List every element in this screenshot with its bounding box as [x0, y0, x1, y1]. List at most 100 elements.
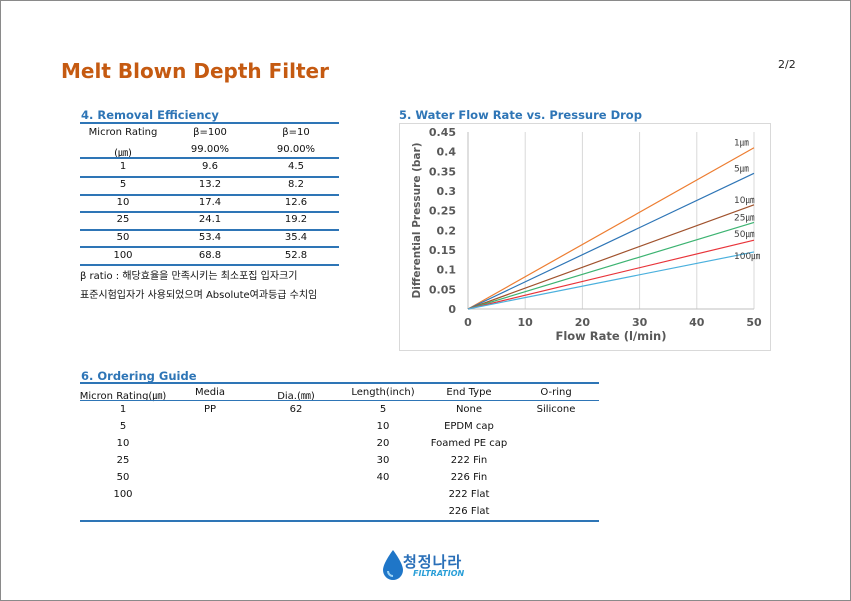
x-axis-label: Flow Rate (l/min)	[555, 329, 666, 343]
table-cell: 8.2	[288, 179, 304, 190]
y-tick-label: 0.2	[437, 224, 457, 237]
row-rule	[80, 194, 339, 196]
header-beta-10: β=10	[282, 127, 310, 138]
removal-efficiency-title: 4. Removal Efficiency	[81, 108, 219, 122]
water-drop-icon	[383, 550, 403, 580]
units-beta-100: 99.00%	[190, 144, 230, 155]
header-o-ring: O-ring	[540, 387, 572, 398]
y-tick-label: 0.45	[429, 126, 456, 139]
table-cell: 1	[119, 161, 127, 172]
table-cell: 4.5	[288, 161, 304, 172]
x-tick-label: 50	[746, 316, 762, 329]
table-top-rule	[80, 382, 599, 384]
row-rule	[80, 176, 339, 178]
series-line	[467, 251, 755, 310]
y-axis-label: Differential Pressure (bar)	[411, 143, 423, 299]
table-cell: 5	[379, 404, 387, 415]
row-rule	[80, 229, 339, 231]
table-cell: 17.4	[198, 197, 222, 208]
y-tick-label: 0	[448, 303, 456, 316]
series-label: 50㎛	[734, 230, 754, 240]
table-cell: 35.4	[284, 232, 308, 243]
table-cell: 19.2	[284, 214, 308, 225]
series-label: 25㎛	[734, 213, 754, 223]
header-micron-rating: Micron Rating(㎛)	[79, 391, 167, 402]
flow-chart-title: 5. Water Flow Rate vs. Pressure Drop	[399, 108, 642, 122]
table-cell: 9.6	[202, 161, 218, 172]
table-cell: 226 Fin	[450, 472, 488, 483]
table-bottom-rule	[80, 264, 339, 266]
y-tick-label: 0.35	[429, 165, 456, 178]
y-tick-label: 0.4	[437, 146, 457, 159]
table-cell: 50	[116, 472, 130, 483]
series-line	[467, 221, 755, 310]
table-cell: 40	[376, 472, 390, 483]
page-title: Melt Blown Depth Filter	[61, 59, 329, 83]
table-cell: 5	[119, 179, 127, 190]
beta-ratio-note-line2: 표준시험입자가 사용되었으며 Absolute여과등급 수치임	[80, 290, 318, 301]
table-cell: 25	[116, 214, 130, 225]
logo-text: 청정나라	[403, 553, 463, 571]
header-beta-100: β=100	[193, 127, 227, 138]
units-micron: (㎛)	[114, 148, 132, 159]
flow-pressure-chart: 0 0.05 0.1 0.15 0.2 0.25 0.3 0.35 0.4 0.45 0 10 20 30…	[411, 126, 762, 343]
series-line	[467, 147, 755, 310]
chart-frame: 0 0.05 0.1 0.15 0.2 0.25 0.3 0.35 0.4 0.45 0 10 20 30…	[399, 123, 771, 351]
series-line	[467, 204, 755, 310]
table-cell: 62	[289, 404, 303, 415]
table-cell: None	[455, 404, 483, 415]
table-cell: 53.4	[198, 232, 222, 243]
table-cell: 50	[116, 232, 130, 243]
table-cell: 100	[113, 489, 133, 500]
table-bottom-rule	[80, 520, 599, 522]
header-end-type: End Type	[446, 387, 492, 398]
row-rule	[80, 246, 339, 248]
y-tick-label: 0.05	[429, 283, 456, 296]
table-top-rule	[80, 122, 339, 124]
series-label: 5㎛	[734, 164, 749, 174]
beta-ratio-note-line1: β ratio : 해당효율을 만족시키는 최소포집 입자크기	[80, 271, 298, 282]
table-cell: 222 Fin	[450, 455, 488, 466]
table-cell: 5	[119, 421, 127, 432]
header-diameter: Dia.(㎜)	[277, 391, 315, 402]
table-cell: 1	[119, 404, 127, 415]
y-tick-label: 0.25	[429, 205, 456, 218]
x-tick-label: 30	[632, 316, 648, 329]
y-tick-label: 0.15	[429, 244, 456, 257]
table-cell: 222 Flat	[448, 489, 490, 500]
row-rule	[80, 211, 339, 213]
header-media: Media	[194, 387, 226, 398]
series-label: 1㎛	[734, 139, 749, 149]
table-cell: 24.1	[198, 214, 222, 225]
table-cell: 10	[116, 197, 130, 208]
table-cell: 30	[376, 455, 390, 466]
table-cell: EPDM cap	[444, 421, 494, 432]
table-cell: 52.8	[284, 250, 308, 261]
table-cell: 10	[376, 421, 390, 432]
table-cell: 68.8	[198, 250, 222, 261]
header-length: Length(inch)	[351, 387, 415, 398]
x-tick-label: 0	[464, 316, 472, 329]
y-tick-label: 0.3	[437, 185, 457, 198]
page-number: 2/2	[778, 58, 796, 71]
series-label: 100㎛	[734, 252, 760, 262]
y-tick-label: 0.1	[437, 264, 457, 277]
table-cell: 20	[376, 438, 390, 449]
table-header-rule	[80, 400, 599, 401]
table-cell: PP	[203, 404, 217, 415]
company-logo: 청정나라 FILTRATION	[381, 547, 481, 583]
x-tick-label: 20	[575, 316, 591, 329]
table-cell: 100	[113, 250, 133, 261]
ordering-guide-title: 6. Ordering Guide	[81, 369, 197, 383]
table-cell: Silicone	[536, 404, 576, 415]
table-cell: 10	[116, 438, 130, 449]
series-label: 10㎛	[734, 196, 754, 206]
table-cell: Foamed PE cap	[430, 438, 508, 449]
table-cell: 12.6	[284, 197, 308, 208]
x-tick-label: 40	[689, 316, 705, 329]
logo-subtext: FILTRATION	[413, 569, 465, 578]
header-micron-rating: Micron Rating	[88, 127, 158, 138]
table-header-rule	[80, 157, 339, 159]
table-cell: 226 Flat	[448, 506, 490, 517]
